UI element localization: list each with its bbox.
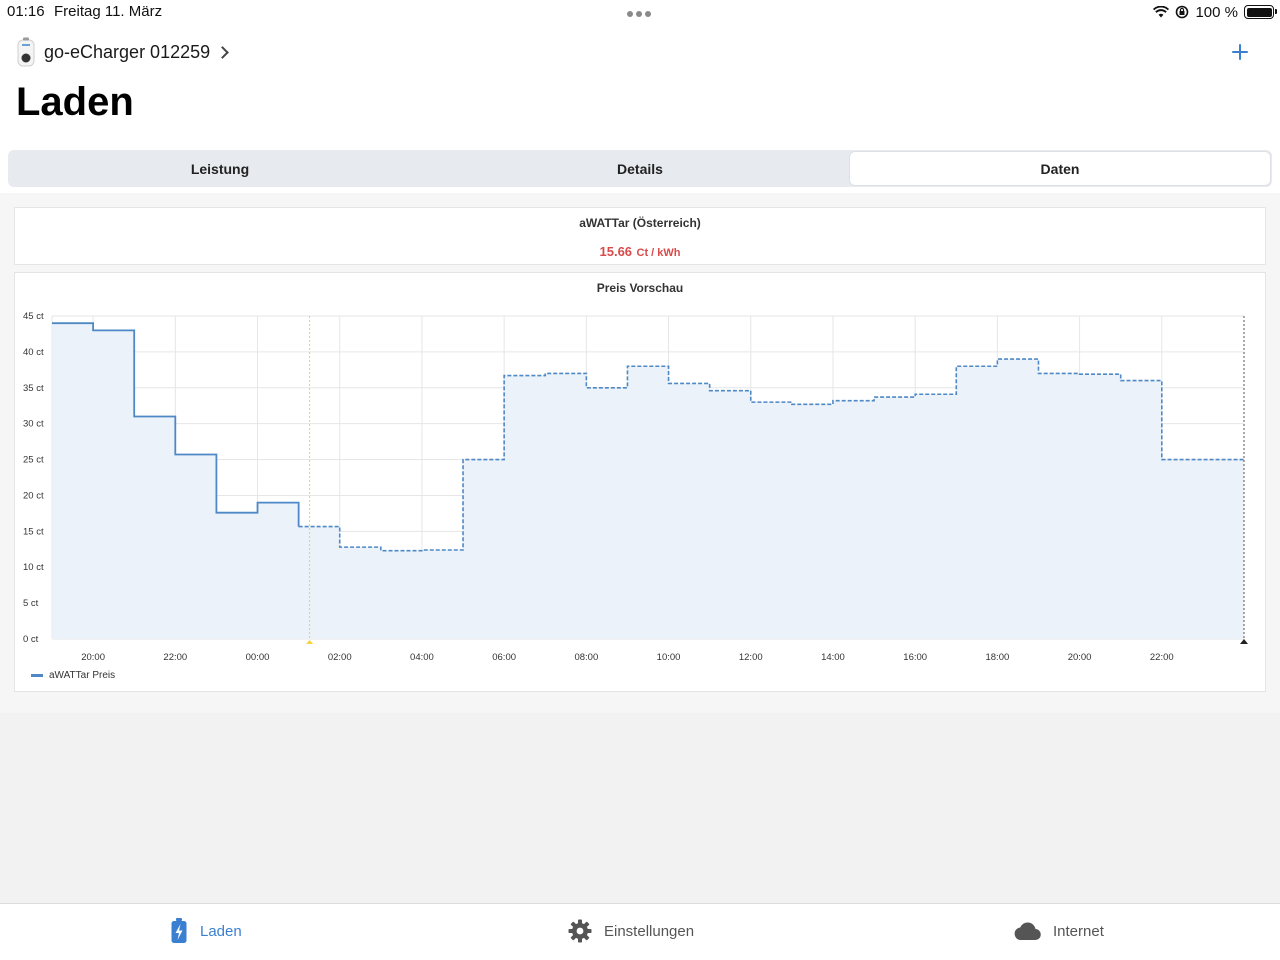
- x-tick-label: 12:00: [739, 652, 763, 663]
- status-date: Freitag 11. März: [54, 3, 163, 20]
- now-marker-triangle: [306, 640, 314, 644]
- cloud-icon: [1014, 922, 1041, 941]
- tab-daten[interactable]: Daten: [850, 152, 1270, 185]
- series-area: [52, 323, 1244, 639]
- segmented-control: Leistung Details Daten: [8, 150, 1272, 187]
- orientation-lock-icon: [1176, 5, 1189, 19]
- current-price: 15.66 Ct / kWh: [15, 243, 1265, 261]
- price-card: aWATTar (Österreich) 15.66 Ct / kWh: [14, 207, 1266, 265]
- tab-details[interactable]: Details: [617, 160, 663, 177]
- device-selector[interactable]: go-eCharger 012259: [16, 36, 229, 68]
- multitasking-dots-icon[interactable]: [627, 11, 655, 17]
- price-value: 15.66: [599, 244, 633, 259]
- y-tick-label: 30 ct: [23, 419, 44, 430]
- x-tick-label: 04:00: [410, 652, 434, 663]
- x-tick-label: 06:00: [492, 652, 516, 663]
- tabbar-einstellungen[interactable]: Einstellungen: [568, 916, 694, 946]
- page-title: Laden: [16, 80, 134, 124]
- legend-swatch: [31, 674, 43, 677]
- status-time: 01:16: [7, 3, 45, 20]
- tab-bar: Laden Einstellungen Internet: [0, 903, 1280, 960]
- price-unit: Ct / kWh: [636, 247, 681, 259]
- x-tick-label: 20:00: [1068, 652, 1092, 663]
- y-tick-label: 10 ct: [23, 562, 44, 573]
- y-tick-label: 45 ct: [23, 311, 44, 322]
- tabbar-laden-label: Laden: [200, 922, 242, 940]
- x-tick-label: 16:00: [903, 652, 927, 663]
- price-card-title: aWATTar (Österreich): [579, 216, 701, 230]
- battery-percent: 100 %: [1195, 3, 1238, 21]
- status-right: 100 %: [1153, 2, 1277, 22]
- battery-icon: [1244, 5, 1277, 19]
- add-icon[interactable]: [1228, 40, 1252, 64]
- y-tick-label: 35 ct: [23, 383, 44, 394]
- top-area: 01:16 Freitag 11. März 100 % go-eChar: [0, 0, 1280, 193]
- x-tick-label: 08:00: [574, 652, 598, 663]
- chart-legend[interactable]: aWATTar Preis: [31, 670, 115, 681]
- y-tick-label: 5 ct: [23, 598, 39, 609]
- tabbar-laden[interactable]: Laden: [170, 916, 242, 946]
- x-tick-label: 18:00: [985, 652, 1009, 663]
- tabbar-internet-label: Internet: [1053, 922, 1104, 940]
- gear-icon: [568, 919, 592, 943]
- tab-leistung[interactable]: Leistung: [190, 160, 250, 177]
- chevron-right-icon: [216, 45, 229, 59]
- series-line-forecast: [298, 358, 1244, 552]
- x-tick-label: 00:00: [246, 652, 270, 663]
- device-name: go-eCharger 012259: [44, 41, 211, 62]
- content-area: aWATTar (Österreich) 15.66 Ct / kWh Prei…: [0, 193, 1280, 713]
- x-tick-label: 10:00: [657, 652, 681, 663]
- chart-title: Preis Vorschau: [596, 281, 684, 295]
- x-tick-label: 22:00: [1150, 652, 1174, 663]
- x-tick-label: 22:00: [163, 652, 187, 663]
- y-tick-label: 40 ct: [23, 347, 44, 358]
- charger-device-icon: [17, 37, 35, 67]
- y-tick-label: 0 ct: [23, 634, 39, 645]
- chart-card: Preis Vorschau 0 ct 5 ct 10 ct 15 ct 20 ct 25…: [14, 272, 1266, 692]
- y-tick-label: 15 ct: [23, 526, 44, 537]
- wifi-icon: [1153, 6, 1170, 18]
- x-tick-label: 14:00: [821, 652, 845, 663]
- y-tick-label: 20 ct: [23, 490, 44, 501]
- end-marker-triangle: [1240, 639, 1248, 644]
- tabbar-einstellungen-label: Einstellungen: [604, 922, 695, 940]
- y-tick-label: 25 ct: [23, 455, 44, 466]
- status-bar: 01:16 Freitag 11. März 100 %: [0, 0, 1280, 24]
- x-tick-label: 02:00: [328, 652, 352, 663]
- series-line-past: [52, 322, 300, 527]
- battery-bolt-icon: [171, 918, 187, 943]
- legend-label: aWATTar Preis: [49, 670, 116, 681]
- x-tick-label: 20:00: [81, 652, 105, 663]
- tabbar-internet[interactable]: Internet: [1013, 916, 1104, 946]
- price-chart: 0 ct 5 ct 10 ct 15 ct 20 ct 25 ct 30 ct 35 ct 40…: [23, 311, 1248, 663]
